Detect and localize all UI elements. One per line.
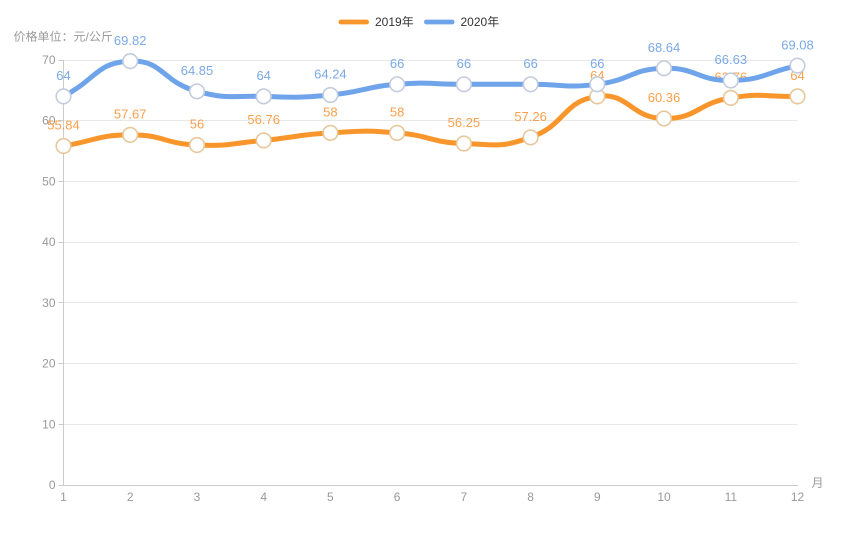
svg-text:30: 30 [42,296,56,310]
svg-text:56.76: 56.76 [247,112,280,127]
svg-text:60: 60 [42,114,56,128]
svg-text:70: 70 [42,53,56,67]
svg-text:6: 6 [394,490,401,504]
svg-text:8: 8 [527,490,534,504]
svg-text:/: / [86,30,90,44]
svg-text:58: 58 [390,105,404,120]
svg-text:20: 20 [42,357,56,371]
svg-text:9: 9 [594,490,601,504]
svg-text:56: 56 [190,117,204,132]
svg-text:57.26: 57.26 [514,109,547,124]
svg-text:66: 66 [390,56,404,71]
svg-text:2: 2 [127,490,134,504]
svg-text:64: 64 [256,68,270,83]
svg-text:69.82: 69.82 [114,33,147,48]
svg-text:68.64: 68.64 [648,40,681,55]
svg-text:57.67: 57.67 [114,107,147,122]
svg-text:0: 0 [49,478,56,492]
svg-text:66: 66 [590,56,604,71]
svg-text:1: 1 [60,490,67,504]
svg-text:2020: 2020 [461,15,488,29]
svg-text:10: 10 [42,417,56,431]
svg-text:3: 3 [194,490,201,504]
svg-text:50: 50 [42,174,56,188]
svg-text:64.85: 64.85 [181,63,214,78]
svg-text:66: 66 [523,56,537,71]
svg-text:11: 11 [725,490,738,504]
svg-text:56.25: 56.25 [448,115,481,130]
svg-text:55.84: 55.84 [47,118,80,133]
svg-text:7: 7 [461,490,468,504]
svg-text:4: 4 [260,490,267,504]
svg-text:64.24: 64.24 [314,67,347,82]
svg-text:2019: 2019 [375,15,402,29]
svg-text:10: 10 [657,490,671,504]
svg-text:69.08: 69.08 [781,37,814,52]
svg-text:60.36: 60.36 [648,90,681,105]
svg-text:40: 40 [42,235,56,249]
svg-text:58: 58 [323,105,337,120]
svg-text:66: 66 [457,56,471,71]
svg-text:12: 12 [791,490,805,504]
svg-text:5: 5 [327,490,334,504]
svg-text:66.63: 66.63 [715,52,748,67]
svg-text:64: 64 [56,68,70,83]
